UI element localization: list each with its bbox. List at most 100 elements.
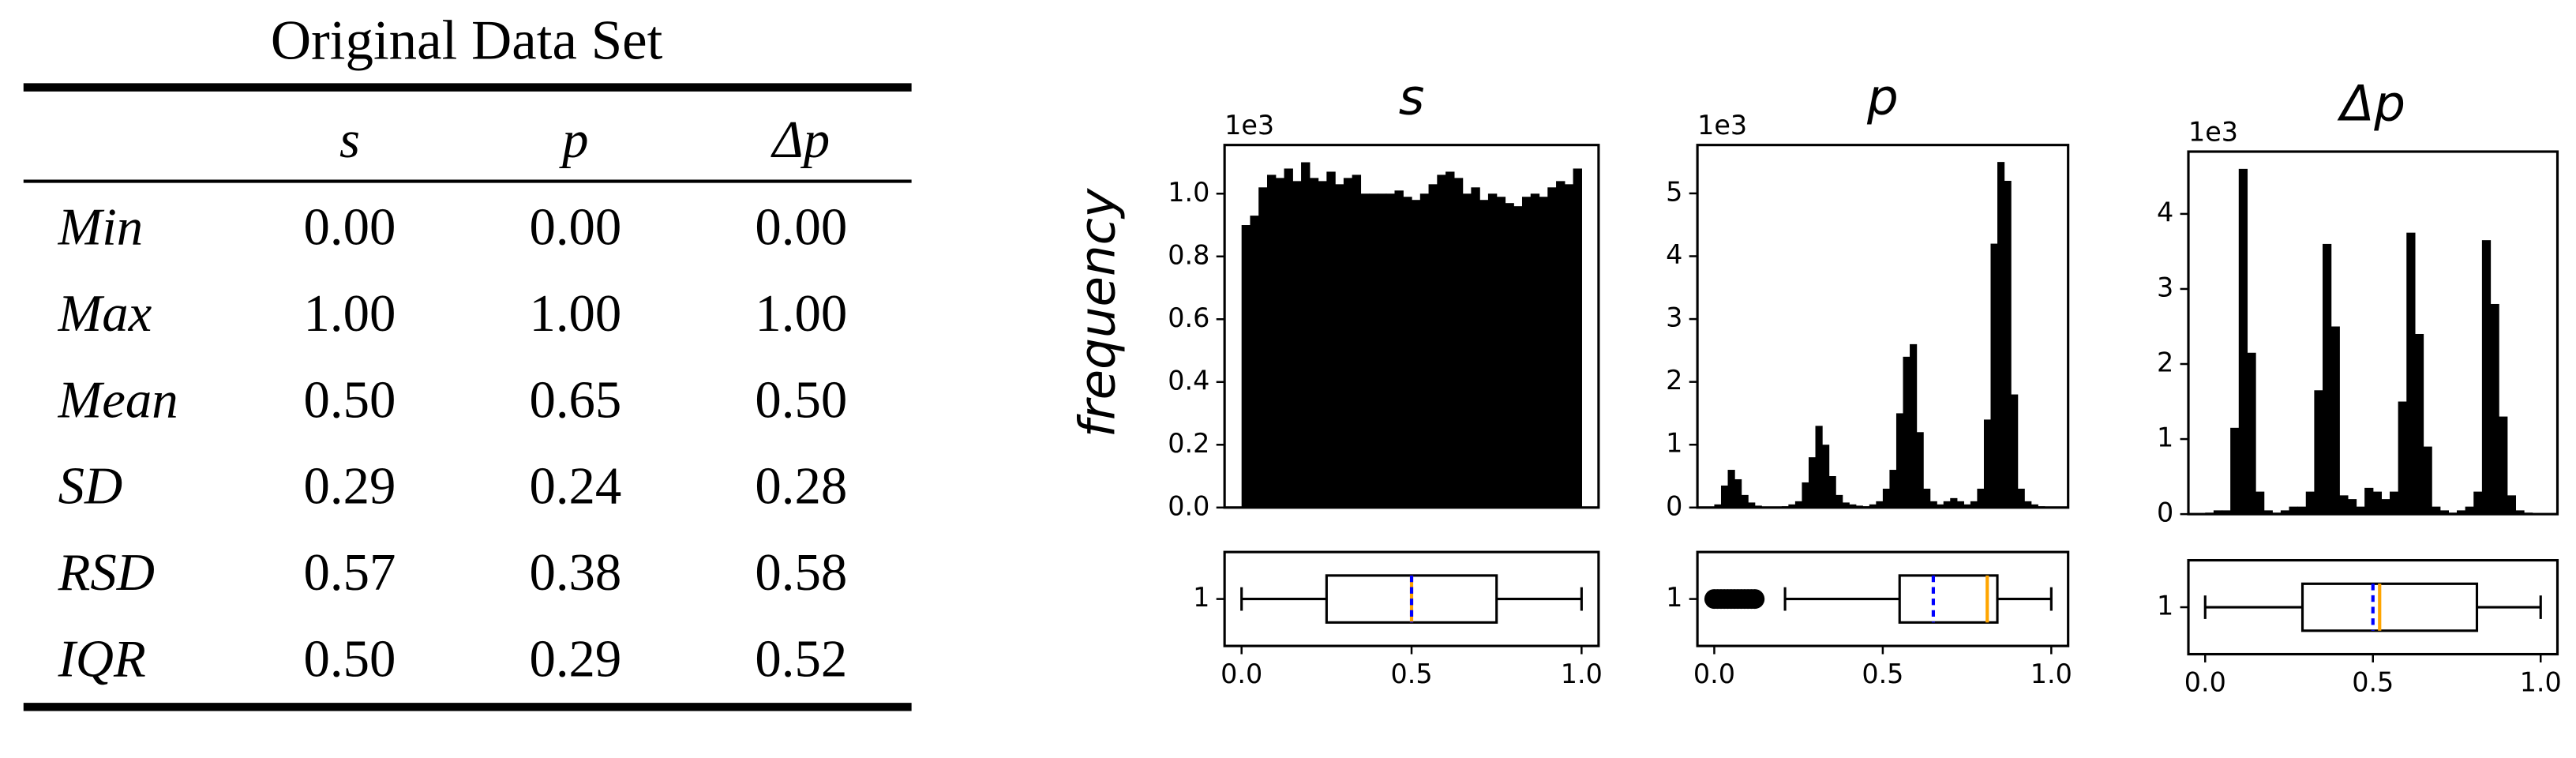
hist-bar xyxy=(1556,181,1565,508)
y-tick-label: 1.0 xyxy=(1168,177,1209,208)
hist-bar xyxy=(2381,499,2390,515)
hist-bar xyxy=(1326,171,1336,508)
hist-bar xyxy=(2473,491,2483,515)
hist-bar xyxy=(1412,200,1421,508)
hist-bar xyxy=(2004,181,2012,508)
hist-bar xyxy=(1471,187,1480,508)
hist-bar xyxy=(1876,501,1884,508)
hist-bar xyxy=(2030,504,2038,508)
y-tick-label: 0 xyxy=(1666,490,1682,521)
hist-bar xyxy=(2289,506,2298,515)
y-tick-label: 1 xyxy=(2157,422,2173,453)
hist-bar xyxy=(2255,491,2265,515)
hist-bar xyxy=(1835,494,1843,508)
hist-bar xyxy=(1923,488,1931,508)
hist-bar xyxy=(1937,504,1944,508)
hist-bar xyxy=(2024,501,2032,508)
hist-bar xyxy=(1284,168,1293,508)
column-header: Δp xyxy=(771,111,831,169)
hist-bar xyxy=(1352,174,1362,508)
hist-bar xyxy=(2481,240,2492,515)
hist-bar xyxy=(1842,502,1850,508)
y-tick-label: 4 xyxy=(1666,239,1682,270)
hist-bar xyxy=(1419,193,1430,508)
cell-value: 1.00 xyxy=(529,284,621,343)
hist-bar xyxy=(2230,427,2240,515)
hist-bar xyxy=(1788,504,1796,508)
hist-bar xyxy=(1849,504,1857,508)
cell-value: 0.00 xyxy=(529,198,621,257)
hist-bar xyxy=(1479,200,1489,508)
chart-title: Δp xyxy=(2337,75,2405,133)
hist-bar xyxy=(1547,187,1557,508)
hist-bar xyxy=(1929,501,1937,508)
cell-value: 0.50 xyxy=(755,370,847,429)
y-tick-label: 1 xyxy=(2157,591,2173,621)
hist-bar xyxy=(1385,193,1396,508)
hist-bar xyxy=(1895,413,1904,508)
cell-value: 0.00 xyxy=(755,198,847,257)
hist-bar xyxy=(1462,193,1472,508)
hist-bar xyxy=(1963,504,1971,508)
axes-frame xyxy=(1696,144,2070,509)
hist-bar xyxy=(1428,184,1438,508)
hist-bar xyxy=(2465,506,2474,515)
column-header: s xyxy=(339,111,360,169)
hist-bar xyxy=(1882,488,1891,508)
hist-bar xyxy=(1513,206,1523,508)
cell-value: 0.57 xyxy=(304,543,396,602)
hist-bar xyxy=(1437,174,1446,508)
hist-bar xyxy=(1903,356,1910,508)
x-tick-label: 0.0 xyxy=(1693,659,1735,689)
chart-title: s xyxy=(1399,68,1425,126)
hist-bar xyxy=(1530,193,1540,508)
hist-bar xyxy=(1403,197,1412,508)
y-tick-label: 1 xyxy=(1193,582,1209,613)
hist-bar xyxy=(1748,502,1756,508)
hist-bar xyxy=(1808,457,1817,508)
hist-bar xyxy=(2406,232,2416,515)
hist-bar xyxy=(2017,488,2025,508)
cell-value: 0.50 xyxy=(304,629,396,688)
hist-bar xyxy=(2323,243,2332,515)
hist-bar xyxy=(2213,510,2223,515)
hist-bar xyxy=(1997,162,2005,508)
hist-bar xyxy=(1802,482,1809,508)
cell-value: 0.00 xyxy=(304,198,396,257)
hist-bar xyxy=(1720,485,1729,508)
y-tick-label: 0.4 xyxy=(1168,365,1209,396)
cell-value: 0.50 xyxy=(304,370,396,429)
hist-bar xyxy=(1910,343,1918,508)
hist-bar xyxy=(1869,504,1877,508)
hist-bar xyxy=(2490,303,2499,515)
y-tick-label: 1 xyxy=(1666,428,1682,459)
y-axis-label: frequency xyxy=(1069,188,1127,437)
hist-bar xyxy=(1343,178,1353,508)
x-tick-label: 0.0 xyxy=(2184,667,2226,698)
hist-bar xyxy=(2339,495,2349,515)
box xyxy=(2300,582,2479,632)
axes-frame xyxy=(2187,150,2559,516)
hist-bar xyxy=(1741,494,1749,508)
y-tick-label: 2 xyxy=(1666,365,1682,396)
hist-bar xyxy=(1794,501,1803,508)
cell-value: 0.52 xyxy=(755,629,847,688)
hist-bar xyxy=(2515,510,2525,515)
hist-bar xyxy=(1453,178,1464,508)
x-tick-label: 1.0 xyxy=(2030,659,2072,689)
row-label: IQR xyxy=(58,629,146,688)
y-tick-label: 0.2 xyxy=(1168,428,1209,459)
hist-bar xyxy=(2222,510,2231,515)
cell-value: 0.24 xyxy=(529,457,621,516)
hist-bar xyxy=(2398,401,2407,515)
hist-bar xyxy=(1539,197,1548,508)
offset-label: 1e3 xyxy=(1697,110,1747,141)
column-header: p xyxy=(559,111,588,169)
hist-bar xyxy=(2263,510,2273,515)
hist-bar xyxy=(2423,446,2432,515)
hist-bar xyxy=(1889,470,1897,508)
offset-label: 1e3 xyxy=(2188,117,2238,148)
x-tick-label: 0.0 xyxy=(1221,659,1262,689)
hist-bar xyxy=(2457,510,2466,515)
